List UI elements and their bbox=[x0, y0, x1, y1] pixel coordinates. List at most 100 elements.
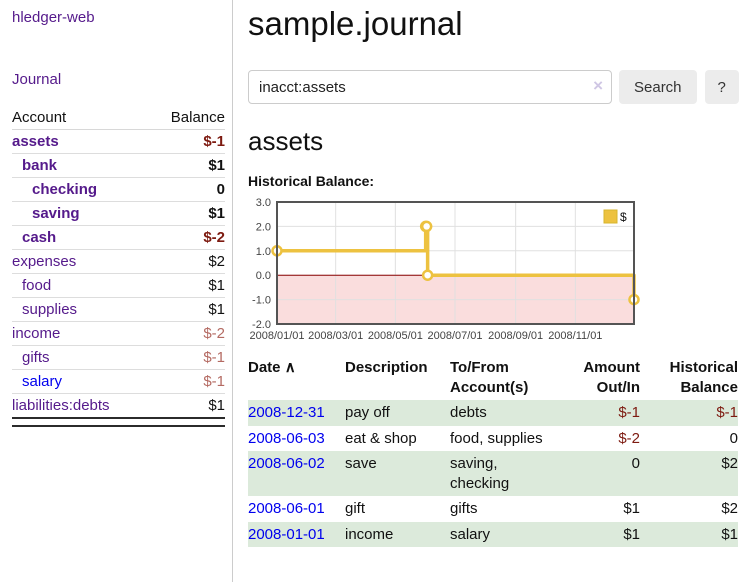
account-name-cell: food bbox=[12, 273, 149, 298]
account-name-cell: checking bbox=[12, 177, 149, 202]
description-cell: gift bbox=[345, 500, 366, 517]
search-bar: × Search ? bbox=[248, 70, 739, 104]
amount-cell: 0 bbox=[631, 455, 640, 472]
sidebar-account-link[interactable]: checking bbox=[32, 181, 98, 198]
account-name-cell: saving bbox=[12, 201, 149, 226]
sidebar-account-link[interactable]: supplies bbox=[22, 301, 78, 318]
column-header-balance: Historical Balance bbox=[669, 359, 738, 396]
search-button[interactable]: Search bbox=[619, 70, 697, 104]
sidebar-account-link[interactable]: saving bbox=[32, 205, 80, 222]
accounts-header-balance: Balance bbox=[148, 106, 225, 130]
description-cell: pay off bbox=[345, 404, 390, 421]
svg-text:2008/09/01: 2008/09/01 bbox=[488, 330, 543, 342]
date-link[interactable]: 2008-06-02 bbox=[248, 455, 325, 472]
column-header-amount: Amount Out/In bbox=[583, 359, 640, 396]
legend-swatch-icon bbox=[603, 209, 618, 224]
account-name-cell: liabilities:debts bbox=[12, 394, 149, 419]
accounts-total-spacer bbox=[12, 417, 149, 427]
sidebar: hledger-web Journal Account Balance asse… bbox=[0, 0, 233, 582]
account-heading: assets bbox=[248, 126, 324, 156]
account-name-cell: salary bbox=[12, 369, 149, 394]
account-balance: $-2 bbox=[148, 225, 225, 250]
sidebar-account-link[interactable]: food bbox=[22, 277, 52, 294]
accounts-total-value bbox=[148, 417, 225, 427]
description-cell: income bbox=[345, 525, 394, 543]
page-title: sample.journal bbox=[248, 5, 463, 42]
accounts-cell: food, supplies bbox=[450, 429, 543, 447]
search-input-wrap: × bbox=[248, 70, 612, 104]
account-name-cell: supplies bbox=[12, 297, 149, 322]
register-row: 2008-06-01 gift gifts $1 $2 bbox=[248, 496, 738, 522]
register-table: Date ∧ Description To/From Account(s) Am… bbox=[248, 355, 738, 547]
sidebar-account-link[interactable]: salary bbox=[22, 373, 63, 390]
svg-text:2008/03/01: 2008/03/01 bbox=[308, 330, 363, 342]
sidebar-item-journal[interactable]: Journal bbox=[12, 71, 62, 88]
account-balance: $1 bbox=[148, 153, 225, 178]
sidebar-account-link[interactable]: bank bbox=[22, 157, 58, 174]
accounts-table: Account Balance assets $-1 bank $1 checking 0… bbox=[12, 106, 225, 427]
amount-cell: $1 bbox=[623, 500, 640, 517]
svg-text:2008/07/01: 2008/07/01 bbox=[427, 330, 482, 342]
svg-text:2.0: 2.0 bbox=[256, 221, 271, 233]
balance-cell: $2 bbox=[721, 500, 738, 517]
date-cell: 2008-06-03 bbox=[248, 426, 345, 452]
account-row: checking 0 bbox=[12, 177, 225, 202]
sidebar-account-link[interactable]: income bbox=[12, 325, 61, 342]
account-balance: $-1 bbox=[148, 369, 225, 394]
account-row: food $1 bbox=[12, 273, 225, 298]
description-cell: save bbox=[345, 455, 377, 472]
balance-cell: $1 bbox=[721, 525, 738, 543]
accounts-cell: saving, checking bbox=[450, 455, 510, 492]
sidebar-account-link[interactable]: expenses bbox=[12, 253, 77, 270]
register-row: 2008-06-02 save saving, checking 0 $2 bbox=[248, 451, 738, 496]
account-name-cell: cash bbox=[12, 225, 149, 250]
date-link[interactable]: 2008-01-01 bbox=[248, 525, 325, 543]
account-row: cash $-2 bbox=[12, 225, 225, 250]
svg-text:3.0: 3.0 bbox=[256, 197, 271, 209]
balance-cell: $2 bbox=[721, 455, 738, 472]
sidebar-account-link[interactable]: liabilities:debts bbox=[12, 397, 110, 414]
app-title-link[interactable]: hledger-web bbox=[12, 9, 95, 26]
column-header-accounts: To/From Account(s) bbox=[450, 359, 529, 396]
date-cell: 2008-01-01 bbox=[248, 522, 345, 548]
date-link[interactable]: 2008-12-31 bbox=[248, 404, 325, 421]
date-cell: 2008-06-01 bbox=[248, 496, 345, 522]
register-header-row: Date ∧ Description To/From Account(s) Am… bbox=[248, 355, 738, 400]
register-row: 2008-06-03 eat & shop food, supplies $-2 0 bbox=[248, 426, 738, 452]
svg-text:2008/05/01: 2008/05/01 bbox=[368, 330, 423, 342]
date-cell: 2008-12-31 bbox=[248, 400, 345, 426]
accounts-header-row: Account Balance bbox=[12, 106, 225, 130]
clear-search-icon[interactable]: × bbox=[593, 76, 603, 95]
search-input[interactable] bbox=[248, 70, 612, 104]
column-header-date-label: Date bbox=[248, 359, 281, 376]
accounts-cell: salary bbox=[450, 525, 491, 543]
date-link[interactable]: 2008-06-03 bbox=[248, 429, 325, 447]
account-row: liabilities:debts $1 bbox=[12, 394, 225, 419]
sidebar-account-link[interactable]: assets bbox=[12, 133, 59, 150]
account-row: salary $-1 bbox=[12, 369, 225, 394]
balance-cell: $-1 bbox=[716, 404, 738, 421]
sidebar-account-link[interactable]: cash bbox=[22, 229, 57, 246]
help-button[interactable]: ? bbox=[704, 70, 739, 104]
main-content: sample.journal × Search ? assets Histori… bbox=[233, 0, 742, 582]
account-row: supplies $1 bbox=[12, 297, 225, 322]
account-name-cell: bank bbox=[12, 153, 149, 178]
sidebar-account-link[interactable]: gifts bbox=[22, 349, 50, 366]
balance-cell: 0 bbox=[729, 429, 738, 447]
column-header-description: Description bbox=[345, 359, 428, 376]
account-balance: $1 bbox=[148, 201, 225, 226]
account-name-cell: expenses bbox=[12, 249, 149, 274]
amount-cell: $-2 bbox=[618, 429, 640, 447]
svg-text:0.0: 0.0 bbox=[256, 270, 271, 282]
account-name-cell: gifts bbox=[12, 345, 149, 370]
column-header-date: Date ∧ bbox=[248, 355, 345, 400]
account-balance: $-2 bbox=[148, 321, 225, 346]
account-row: bank $1 bbox=[12, 153, 225, 178]
sort-ascending-icon: ∧ bbox=[284, 359, 296, 376]
date-link[interactable]: 2008-06-01 bbox=[248, 500, 325, 517]
svg-text:$: $ bbox=[620, 210, 627, 224]
svg-text:2008/11/01: 2008/11/01 bbox=[548, 330, 602, 342]
account-row: expenses $2 bbox=[12, 249, 225, 274]
account-row: saving $1 bbox=[12, 201, 225, 226]
